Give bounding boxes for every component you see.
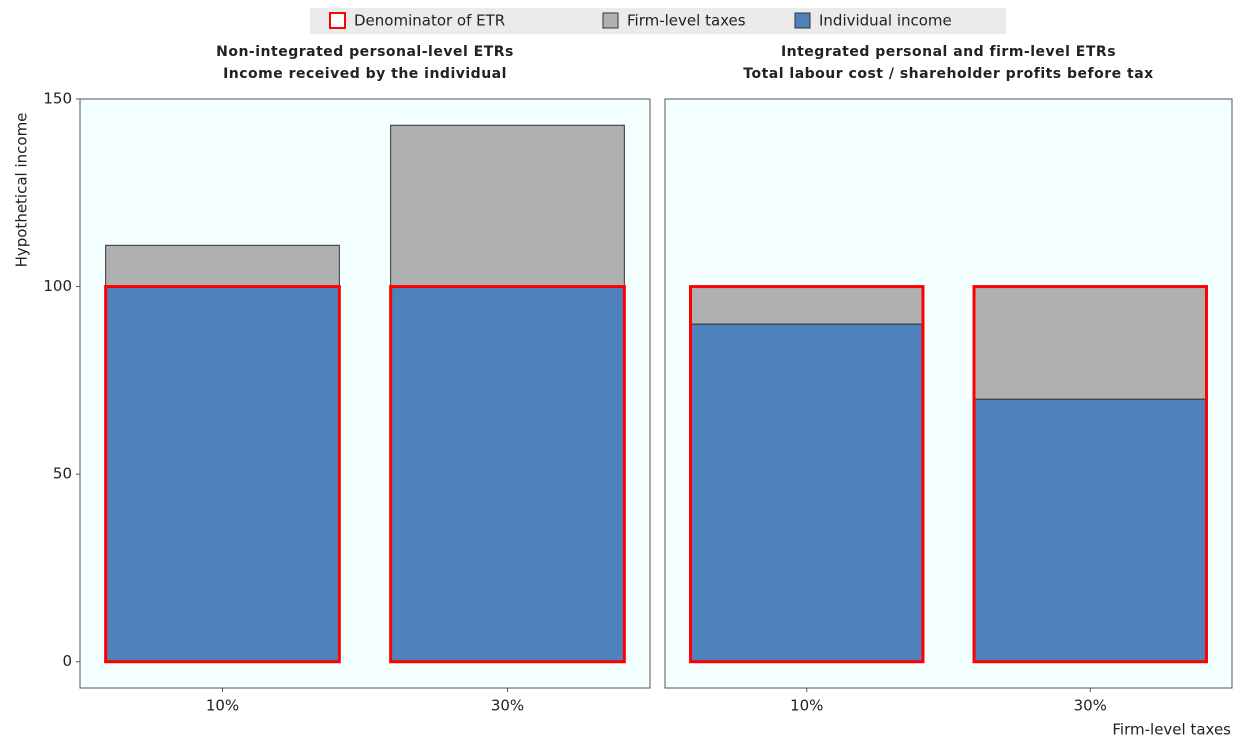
x-tick-label: 30% xyxy=(1074,697,1107,715)
bar-segment xyxy=(973,398,1207,663)
panel-subtitle: Income received by the individual xyxy=(223,66,507,82)
panel-title: Non-integrated personal-level ETRs xyxy=(216,44,514,60)
bar-segment xyxy=(973,286,1207,400)
panel-title: Integrated personal and firm-level ETRs xyxy=(781,44,1116,60)
y-axis-label: Hypothetical income xyxy=(13,113,31,268)
bar-segment xyxy=(105,286,340,663)
denominator-outline xyxy=(389,285,626,664)
x-axis-label: Firm-level taxes xyxy=(1112,721,1231,739)
legend-label: Denominator of ETR xyxy=(354,12,505,30)
denominator-outline xyxy=(972,285,1208,664)
panel-subtitle: Total labour cost / shareholder profits … xyxy=(743,66,1153,82)
legend-key xyxy=(794,12,811,29)
legend-box xyxy=(310,8,1006,34)
bar-segment xyxy=(105,244,340,288)
bar-segment xyxy=(390,124,625,288)
y-tick-label: 50 xyxy=(53,465,72,483)
legend-label: Firm-level taxes xyxy=(627,12,746,30)
y-tick-label: 150 xyxy=(43,90,72,108)
bar-segment xyxy=(390,286,625,663)
denominator-outline xyxy=(104,285,341,664)
x-tick-label: 10% xyxy=(206,697,239,715)
y-tick-label: 0 xyxy=(62,652,72,670)
y-tick-label: 100 xyxy=(43,277,72,295)
bar-segment xyxy=(690,323,924,663)
legend-key xyxy=(329,12,346,29)
x-tick-label: 30% xyxy=(491,697,524,715)
bar-segment xyxy=(690,286,924,325)
legend-key xyxy=(602,12,619,29)
x-tick-label: 10% xyxy=(790,697,823,715)
denominator-outline xyxy=(689,285,925,664)
legend-label: Individual income xyxy=(819,12,952,30)
